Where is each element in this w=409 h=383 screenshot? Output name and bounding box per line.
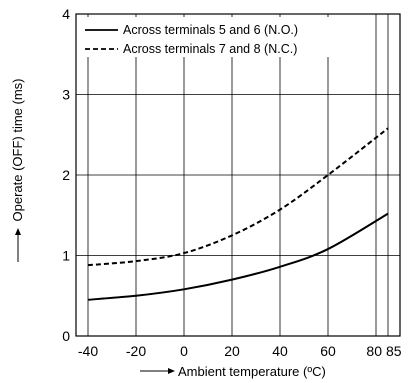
- x-tick-labels: -40 -20 0 20 40 60 80 85: [78, 343, 402, 359]
- x-tick-label: 20: [224, 343, 240, 359]
- x-axis-title: Ambient temperature (ºC): [178, 364, 326, 379]
- x-tick-label: 85: [386, 343, 402, 359]
- y-tick-label: 2: [62, 167, 70, 183]
- legend-label-no: Across terminals 5 and 6 (N.O.): [123, 23, 298, 37]
- x-tick-label: 60: [320, 343, 336, 359]
- y-axis-title: Operate (OFF) time (ms): [10, 78, 25, 221]
- plot-frame: [75, 13, 401, 337]
- grid-lines: [76, 13, 400, 337]
- legend-label-nc: Across terminals 7 and 8 (N.C.): [123, 42, 297, 56]
- y-axis-arrow-head: [15, 228, 21, 235]
- x-tick-label: 0: [180, 343, 188, 359]
- x-tick-label: -20: [126, 343, 146, 359]
- x-tick-label: 40: [272, 343, 288, 359]
- series-line-no: [87, 212, 389, 301]
- y-tick-label: 4: [62, 6, 70, 22]
- x-tick-label: -40: [78, 343, 98, 359]
- x-axis-arrow-head: [168, 368, 175, 374]
- x-tick-label: 80: [366, 343, 382, 359]
- legend: Across terminals 5 and 6 (N.O.) Across t…: [79, 17, 336, 57]
- y-tick-label: 0: [62, 328, 70, 344]
- y-tick-labels: 0 1 2 3 4: [62, 6, 70, 344]
- series-line-nc: [87, 127, 389, 267]
- y-tick-label: 3: [62, 87, 70, 103]
- y-tick-label: 1: [62, 248, 70, 264]
- series-lines: [87, 127, 389, 301]
- y-axis-title-group: Operate (OFF) time (ms): [10, 78, 25, 262]
- legend-background: [79, 17, 336, 57]
- x-axis-title-group: Ambient temperature (ºC): [140, 364, 326, 379]
